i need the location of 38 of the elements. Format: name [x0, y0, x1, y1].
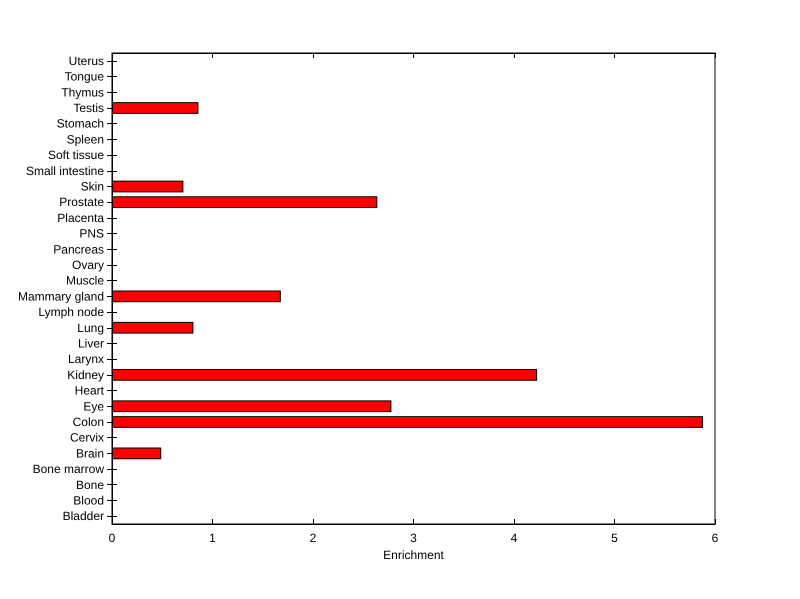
y-tick-label: Prostate	[59, 195, 104, 210]
y-tick-label: Spleen	[66, 132, 104, 146]
y-tick-label: Bladder	[62, 509, 104, 524]
y-tick-label: Lymph node	[38, 305, 104, 320]
y-tick-label: Blood	[73, 493, 104, 508]
y-tick-label: Heart	[74, 384, 105, 398]
y-tick-label: Liver	[78, 336, 104, 350]
x-tick-label: 4	[510, 531, 518, 545]
x-tick-label: 3	[410, 531, 418, 545]
y-tick-label: Uterus	[68, 54, 104, 68]
y-tick-label: Larynx	[68, 352, 104, 366]
y-tick-label: Soft tissue	[48, 148, 104, 162]
x-tick-label: 2	[310, 531, 317, 545]
y-tick-label: Muscle	[66, 274, 104, 288]
y-tick-label: Bone	[76, 478, 104, 492]
y-tick-label: Small intestine	[26, 164, 104, 178]
x-tick-label: 0	[108, 531, 116, 545]
y-tick-label: Cervix	[70, 430, 104, 445]
y-tick-label: Tongue	[64, 70, 104, 84]
y-tick-label: Placenta	[57, 210, 104, 225]
y-tick-label: Thymus	[61, 85, 104, 100]
y-tick-label: Lung	[77, 320, 104, 335]
y-tick-label: Testis	[73, 100, 104, 115]
x-tick-label: 1	[209, 531, 216, 545]
x-axis-title: Enrichment	[383, 548, 445, 562]
y-tick-label: Ovary	[72, 258, 104, 272]
y-tick-label: Eye	[83, 399, 104, 414]
x-tick-label: 6	[712, 531, 719, 545]
y-tick-label: Skin	[80, 179, 104, 194]
y-tick-label: Colon	[72, 414, 104, 429]
y-tick-label: Kidney	[67, 368, 104, 382]
y-tick-label: PNS	[79, 226, 104, 241]
y-tick-label: Bone marrow	[32, 462, 104, 476]
x-tick-label: 5	[611, 531, 618, 545]
y-tick-label: Mammary gland	[18, 289, 104, 304]
y-tick-label: Brain	[76, 446, 104, 460]
y-tick-label: Pancreas	[53, 242, 104, 256]
y-tick-label: Stomach	[56, 116, 104, 131]
